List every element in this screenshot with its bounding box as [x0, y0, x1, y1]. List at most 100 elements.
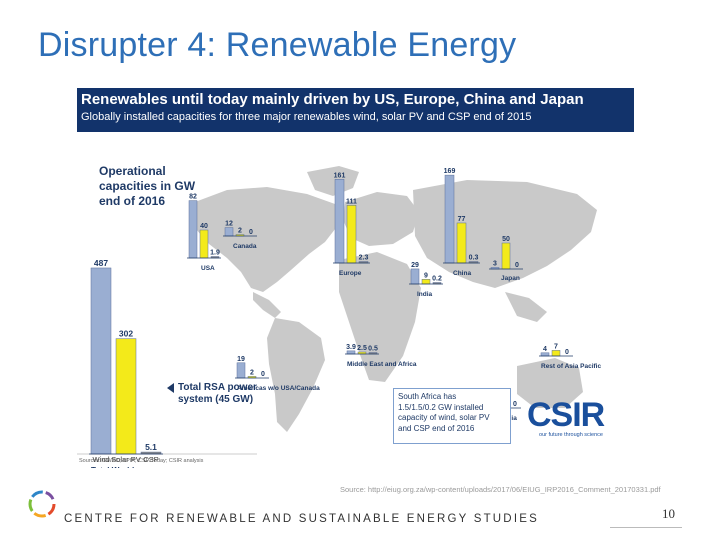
bar-value-label: 0 [249, 229, 253, 236]
category-label: Solar PV [111, 455, 141, 464]
map-north-america [195, 187, 339, 292]
region-label: Americas w/o USA/Canada [237, 385, 320, 392]
region-label: Middle East and Africa [347, 361, 417, 368]
bar-value-label: 2 [238, 228, 242, 235]
wind-bar [236, 362, 246, 379]
bar-layer [89, 174, 573, 455]
wind-bar [444, 174, 455, 264]
region-label: Canada [233, 243, 257, 250]
total-caption: Operational capacities in GW end of 2016 [99, 164, 195, 209]
bar-value-label: 3.9 [346, 344, 356, 351]
bar-value-label: 302 [119, 329, 133, 339]
map-greenland [307, 166, 359, 196]
solar-bar [115, 338, 137, 455]
total-caption-line: capacities in GW [99, 179, 196, 193]
bar-value-label: 19 [237, 356, 245, 363]
solar-bar [501, 242, 511, 270]
bar-value-label: 0.3 [469, 255, 479, 262]
region-label: USA [201, 265, 215, 272]
sa-note-line: capacity of wind, solar PV [398, 413, 490, 422]
bar-value-label: 0.5 [368, 346, 378, 353]
bar-value-label: 0 [513, 401, 517, 408]
csir-tagline: our future through science [539, 432, 603, 438]
wind-bar [90, 267, 112, 455]
map-europe [343, 192, 419, 246]
rsa-callout: Total RSA power system (45 GW) [167, 382, 257, 406]
bar-value-label: 77 [458, 216, 466, 223]
sa-note-line: 1.5/1.5/0.2 GW installed [398, 402, 484, 412]
bar-value-label: 0 [565, 349, 569, 356]
renewables-figure: Renewables until today mainly driven by … [77, 88, 634, 468]
category-label: CSP [143, 455, 158, 464]
bar-value-label: 0.2 [432, 276, 442, 283]
sa-note-line: and CSP end of 2016 [398, 423, 475, 433]
wind-bar [334, 179, 345, 264]
bar-value-label: 161 [334, 172, 346, 179]
page-number-rule [610, 527, 682, 528]
bar-value-label: 4 [543, 346, 547, 353]
bar-value-label: 40 [200, 223, 208, 230]
wind-bar [188, 200, 198, 259]
figure-title: Renewables until today mainly driven by … [81, 91, 584, 108]
map-central-america [253, 292, 281, 318]
bar-value-label: 2.3 [359, 255, 369, 262]
bar-value-label: 82 [189, 194, 197, 201]
world-map [195, 166, 597, 432]
bar-value-label: 2 [250, 369, 254, 376]
figure-subtitle: Globally installed capacities for three … [81, 111, 532, 123]
wind-bar [346, 350, 356, 355]
bar-value-label: 12 [225, 221, 233, 228]
bar-value-label: 9 [424, 272, 428, 279]
region-label: China [453, 270, 471, 277]
map-africa [339, 252, 421, 382]
category-label: Wind [92, 455, 109, 464]
bar-value-label: 7 [554, 343, 558, 350]
total-caption-line: end of 2016 [99, 194, 166, 208]
csir-logo: CSIR our future through science [527, 398, 615, 438]
callout-arrow-icon [167, 383, 174, 393]
bar-value-label: 487 [94, 258, 108, 268]
total-caption-line: Operational [99, 164, 166, 178]
rsa-callout-line: system (45 GW) [178, 394, 254, 405]
bar-value-label: 111 [346, 198, 357, 205]
bar-value-label: 0 [515, 262, 519, 269]
map-south-east-asia [505, 292, 547, 322]
wind-bar [540, 352, 550, 357]
region-label: Japan [501, 275, 520, 282]
csir-logo-text: CSIR [527, 396, 605, 434]
map-south-america [267, 318, 325, 432]
map-asia [413, 180, 597, 288]
solar-bar [346, 205, 357, 264]
bar-value-label: 0 [261, 371, 265, 378]
south-africa-note: South Africa has 1.5/1.5/0.2 GW installe… [393, 388, 511, 444]
solar-bar [551, 350, 561, 357]
csses-logo-icon [28, 490, 56, 518]
sa-note-line: South Africa has [398, 392, 457, 401]
page-number: 10 [662, 506, 675, 521]
region-label: Europe [339, 270, 362, 277]
page-title: Disrupter 4: Renewable Energy [38, 26, 517, 64]
bar-value-label: 50 [502, 236, 510, 243]
region-label: Rest of Asia Pacific [541, 363, 601, 370]
solar-bar [421, 279, 431, 285]
rsa-callout-line: Total RSA power [178, 382, 257, 393]
solar-bar [456, 222, 467, 264]
bar-value-label: 2.5 [357, 345, 367, 352]
bar-value-label: 1.9 [210, 250, 220, 257]
bar-value-label: 5.1 [145, 442, 157, 452]
footer-text: CENTRE FOR RENEWABLE AND SUSTAINABLE ENE… [64, 513, 539, 525]
solar-bar [199, 229, 209, 259]
wind-bar [224, 227, 234, 237]
bar-value-label: 3 [493, 260, 497, 267]
bar-value-label: 169 [444, 168, 456, 175]
figure-banner: Renewables until today mainly driven by … [77, 88, 634, 132]
region-label: India [417, 291, 433, 298]
figure-source: Sources: GWEC; EPIA; CSP-Today; CSIR ana… [79, 458, 204, 464]
wind-bar [410, 268, 420, 285]
bar-value-label: 29 [411, 262, 419, 269]
map-australia [517, 358, 583, 408]
source-citation: Source: http://eiug.org.za/wp-content/up… [340, 485, 661, 494]
region-label: Total World [91, 466, 134, 468]
